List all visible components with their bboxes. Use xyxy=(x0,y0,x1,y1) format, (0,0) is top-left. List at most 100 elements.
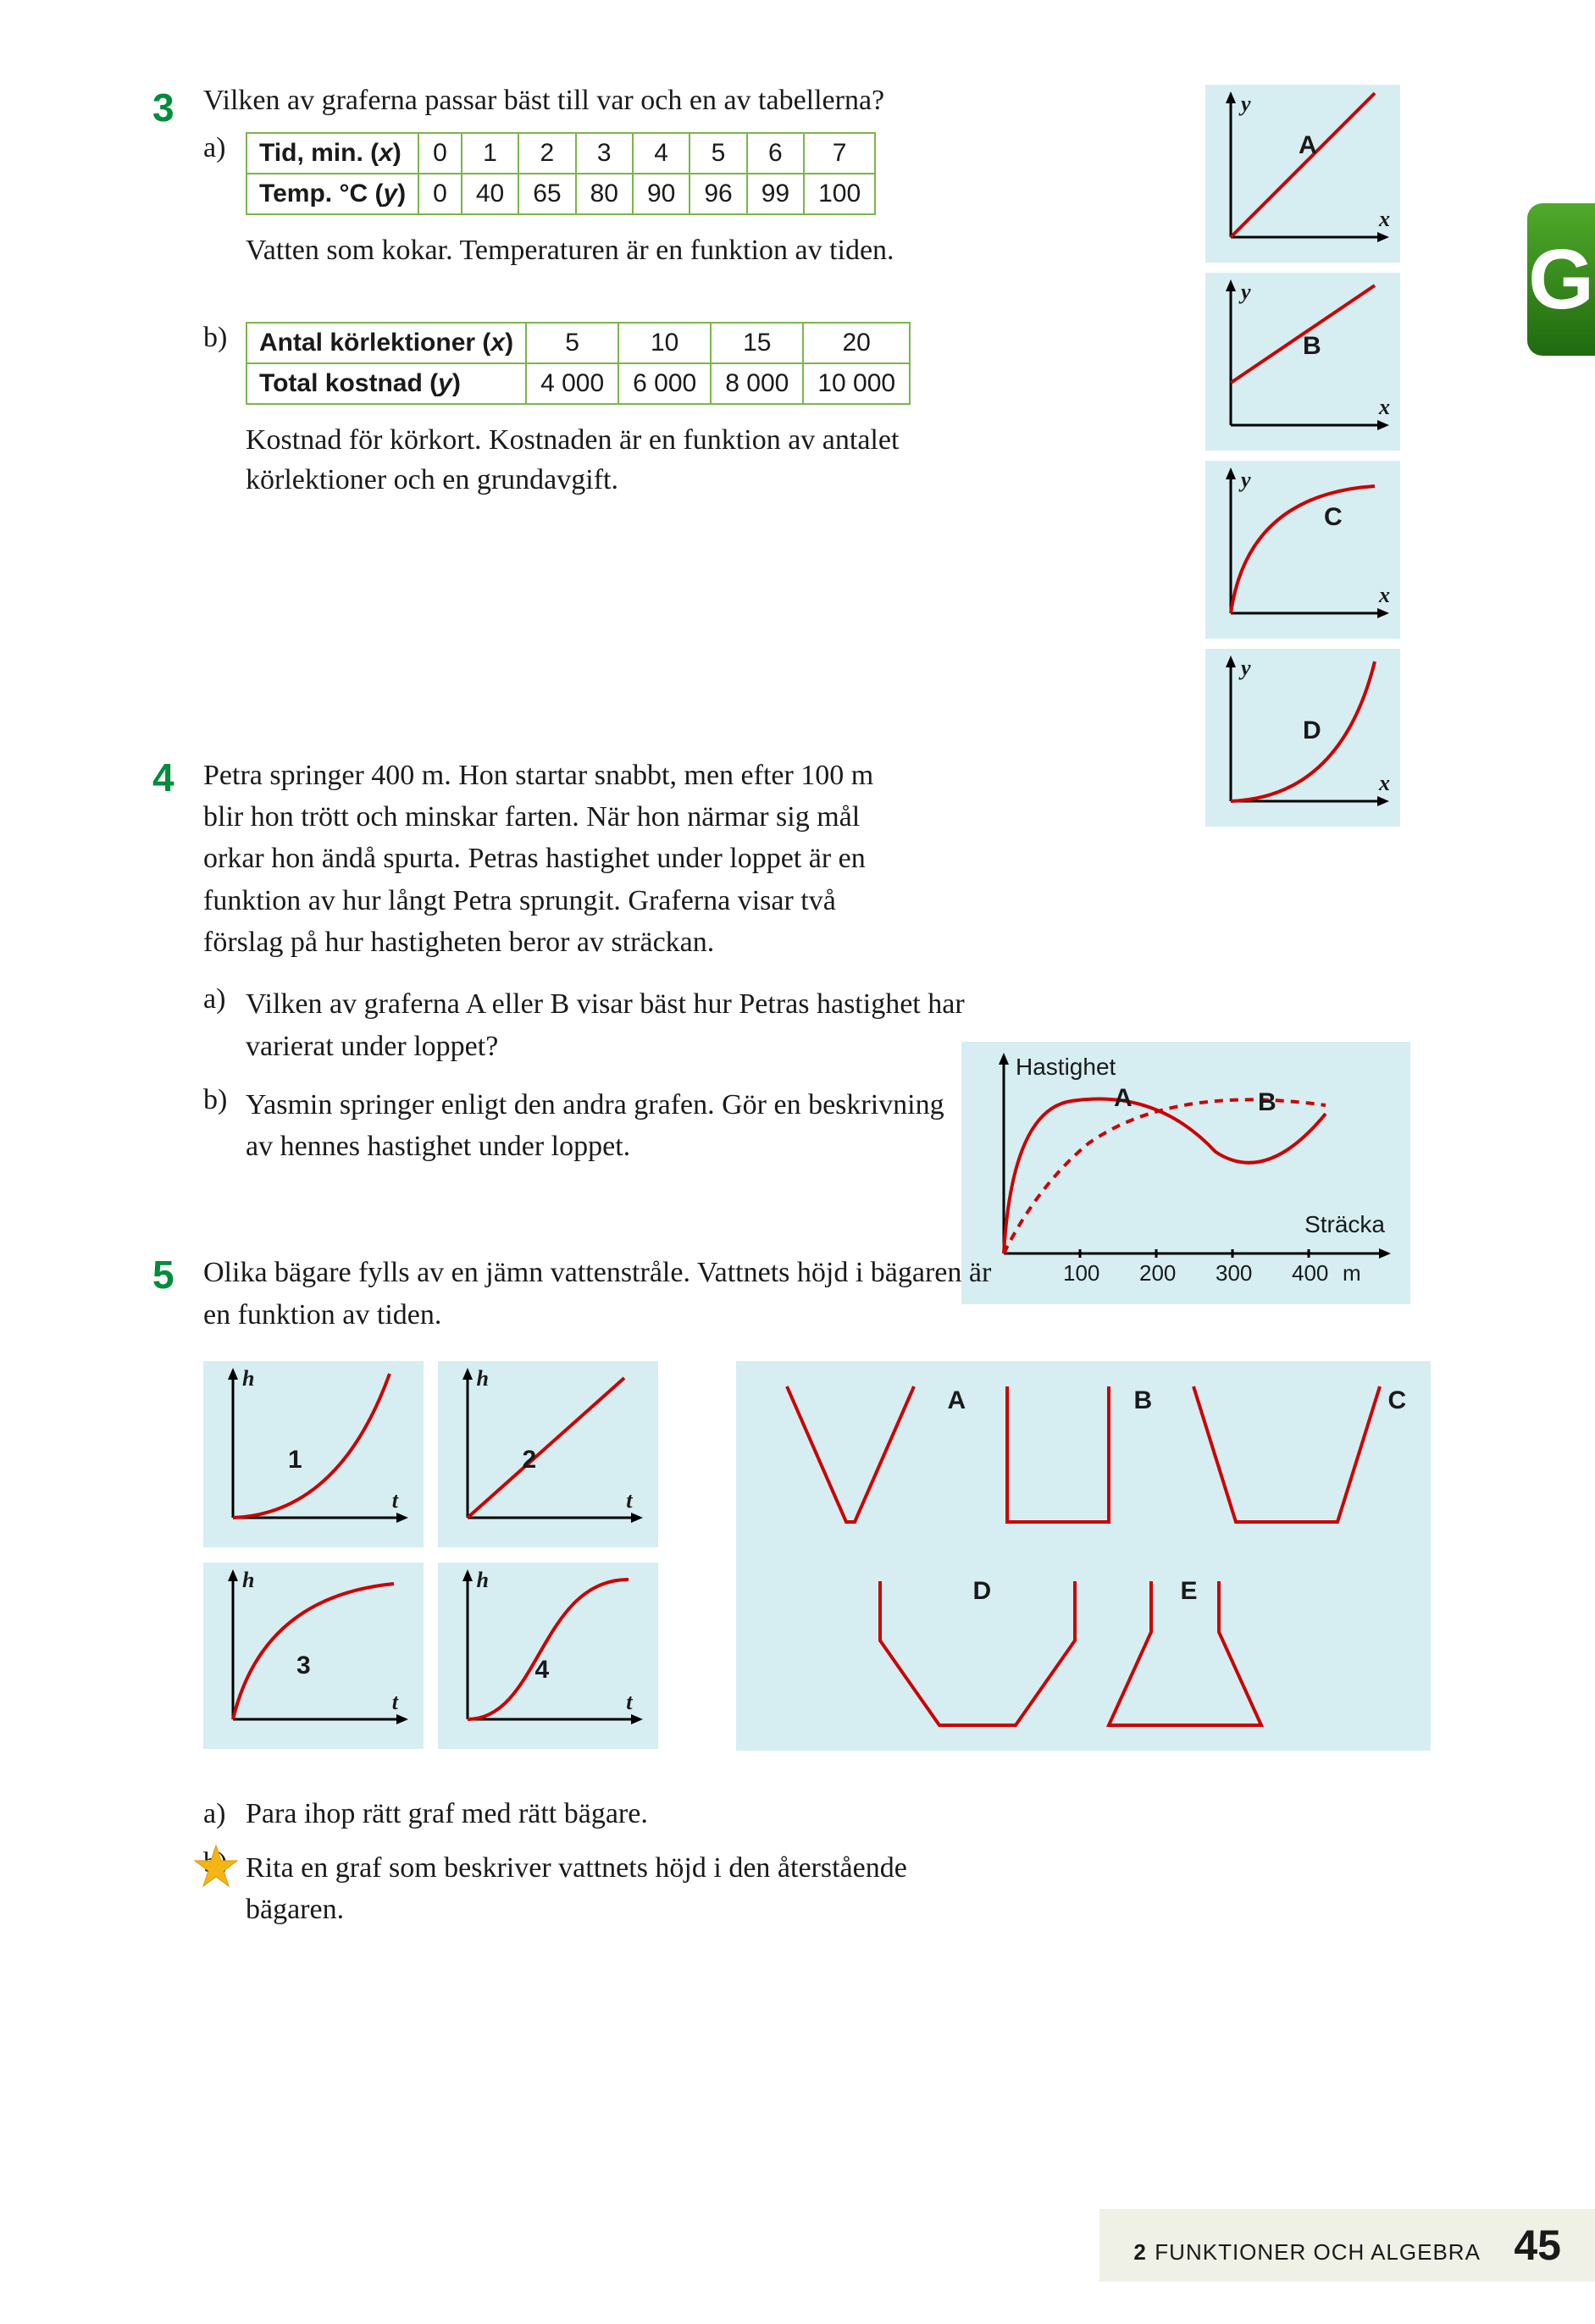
cell: 96 xyxy=(690,174,746,214)
table-a: Tid, min. (x) 0 1 2 3 4 5 6 7 Temp. °C (… xyxy=(246,132,876,215)
curve-b-label: B xyxy=(1258,1088,1277,1117)
x-axis-label: t xyxy=(392,1488,398,1513)
graph-letter: A xyxy=(1299,131,1317,160)
x-axis-label: t xyxy=(392,1690,398,1715)
graph-letter: D xyxy=(1303,717,1321,745)
x-axis-label: t xyxy=(626,1488,632,1513)
x-axis-label: t xyxy=(626,1690,632,1715)
curve-a-label: A xyxy=(1114,1084,1133,1113)
x-axis-label: x xyxy=(1379,395,1390,420)
cell: 40 xyxy=(462,174,518,214)
problem-number: 4 xyxy=(152,755,203,1185)
y-axis-label: Hastighet xyxy=(1016,1054,1116,1081)
cell: 5 xyxy=(690,133,746,174)
graph-svg xyxy=(203,1361,424,1547)
graph-svg xyxy=(1205,461,1400,639)
p5-mini-1: h t 1 xyxy=(203,1361,424,1547)
shape-letter: E xyxy=(1181,1577,1198,1606)
page-number: 45 xyxy=(1514,2222,1561,2269)
cell: 6 000 xyxy=(618,363,711,404)
graph-letter: C xyxy=(1324,503,1343,532)
x-axis-label: x xyxy=(1379,207,1390,232)
cell: 100 xyxy=(804,174,875,214)
y-axis-label: h xyxy=(242,1366,254,1392)
table-row: Tid, min. (x) 0 1 2 3 4 5 6 7 xyxy=(246,133,875,174)
sub-label-a: a) xyxy=(203,1798,246,1830)
sub-a: a) Para ihop rätt graf med rätt bägare. xyxy=(203,1798,1443,1830)
row-label: Temp. °C (y) xyxy=(246,174,418,214)
graph-svg xyxy=(1205,273,1400,451)
mini-graph-c: y x C xyxy=(1205,461,1400,639)
cell: 80 xyxy=(576,174,633,214)
y-axis-label: y xyxy=(1241,279,1251,305)
problem-text: Olika bägare fylls av en jämn vattenstrå… xyxy=(203,1252,1008,1336)
cell: 1 xyxy=(462,133,518,174)
cell: 5 xyxy=(526,323,618,363)
graph-num: 4 xyxy=(535,1656,550,1685)
sub-text-b: Yasmin springer enligt den andra grafen.… xyxy=(246,1084,966,1168)
graph-num: 2 xyxy=(523,1446,537,1475)
row-label: Total kostnad (y) xyxy=(246,363,526,404)
problem-5: 5 Olika bägare fylls av en jämn vattenst… xyxy=(152,1252,1443,1947)
cell: 2 xyxy=(518,133,575,174)
chapter-number: 2 xyxy=(1133,2239,1146,2265)
x-axis-label: x xyxy=(1379,583,1390,608)
cell: 20 xyxy=(803,323,910,363)
sub-label-b: b) xyxy=(203,1084,246,1168)
graph-svg xyxy=(1205,85,1400,263)
shape-letter: C xyxy=(1388,1386,1407,1415)
cell: 6 xyxy=(747,133,804,174)
row-label: Antal körlektioner (x) xyxy=(246,323,526,363)
graph-num: 1 xyxy=(288,1446,302,1475)
cell: 10 000 xyxy=(803,363,910,404)
sub-text-a: Para ihop rätt graf med rätt bägare. xyxy=(246,1798,1443,1830)
sub-label-b: b) xyxy=(203,322,246,534)
shape-letter: A xyxy=(948,1386,966,1415)
page-content: 3 Vilken av graferna passar bäst till va… xyxy=(0,0,1595,1948)
shape-letter: B xyxy=(1134,1386,1153,1415)
mini-graph-b: y x B xyxy=(1205,273,1400,451)
mini-graph-a: y x A xyxy=(1205,85,1400,263)
y-axis-label: h xyxy=(477,1568,489,1593)
p5-graphics-row: h t 1 h t xyxy=(203,1361,1443,1764)
y-axis-label: y xyxy=(1241,91,1251,117)
sub-label-a: a) xyxy=(203,132,246,305)
caption-b: Kostnad för körkort. Kostnaden är en fun… xyxy=(246,420,906,501)
shapes-svg xyxy=(736,1361,1431,1751)
graph-svg xyxy=(203,1563,424,1749)
table-row: Temp. °C (y) 0 40 65 80 90 96 99 100 xyxy=(246,174,875,214)
p5-mini-3: h t 3 xyxy=(203,1563,424,1749)
p5-shapes: A B C D E xyxy=(736,1361,1431,1751)
chapter-name: FUNKTIONER OCH ALGEBRA xyxy=(1155,2239,1481,2265)
page-footer: 2 FUNKTIONER OCH ALGEBRA 45 xyxy=(1099,2209,1595,2282)
p5-graphs-left: h t 1 h t xyxy=(203,1361,678,1764)
x-axis-label: Sträcka xyxy=(1304,1211,1385,1238)
cell: 15 xyxy=(711,323,803,363)
problem-body: Olika bägare fylls av en jämn vattenstrå… xyxy=(203,1252,1443,1947)
sub-text-b: Rita en graf som beskriver vattnets höjd… xyxy=(246,1847,1008,1931)
problem-text: Petra springer 400 m. Hon startar snabbt… xyxy=(203,755,898,963)
row-label: Tid, min. (x) xyxy=(246,133,418,174)
sub-text-a: Vilken av graferna A eller B visar bäst … xyxy=(246,983,966,1067)
sub-b: b) Rita en graf som beskriver vattnets h… xyxy=(203,1847,1443,1931)
cell: 7 xyxy=(804,133,875,174)
table-row: Antal körlektioner (x) 5 10 15 20 xyxy=(246,323,910,363)
cell: 0 xyxy=(418,174,462,214)
cell: 99 xyxy=(747,174,804,214)
star-icon xyxy=(193,1844,239,1890)
cell: 8 000 xyxy=(711,363,803,404)
y-axis-label: y xyxy=(1241,468,1251,493)
cell: 4 000 xyxy=(526,363,618,404)
y-axis-label: y xyxy=(1241,656,1251,681)
table-row: Total kostnad (y) 4 000 6 000 8 000 10 0… xyxy=(246,363,910,404)
cell: 0 xyxy=(418,133,462,174)
cell: 4 xyxy=(633,133,690,174)
table-b: Antal körlektioner (x) 5 10 15 20 Total … xyxy=(246,322,911,405)
problem-number: 3 xyxy=(152,85,203,551)
p5-mini-2: h t 2 xyxy=(438,1361,658,1547)
y-axis-label: h xyxy=(242,1568,254,1593)
sub-label-a: a) xyxy=(203,983,246,1067)
shape-letter: D xyxy=(973,1577,992,1606)
cell: 65 xyxy=(518,174,575,214)
graph-svg xyxy=(438,1361,658,1547)
